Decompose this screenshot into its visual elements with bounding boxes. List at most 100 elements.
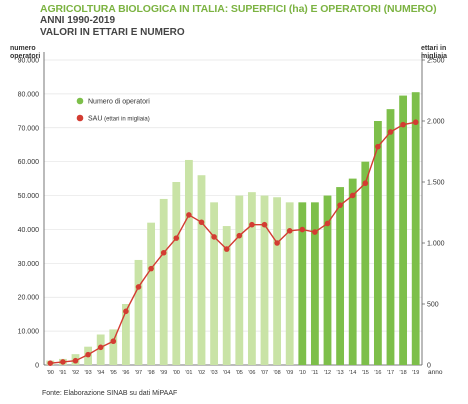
left-axis-title: operatori: [10, 53, 40, 60]
bar-operatori: [285, 202, 294, 365]
point-sau: [412, 119, 419, 126]
x-axis-tick-label: '97: [135, 370, 142, 376]
chart-subtitle-years: ANNI 1990-2019: [40, 15, 116, 26]
left-axis-tick-label: 30.000: [18, 261, 40, 268]
x-axis-tick-label: '90: [47, 370, 54, 376]
bar-operatori: [172, 182, 181, 365]
right-axis-tick-label: 0: [427, 363, 431, 370]
left-axis-tick-label: 90.000: [18, 58, 40, 65]
left-axis-tick-label: 50.000: [18, 193, 40, 200]
x-axis-tick-label: '07: [261, 370, 268, 376]
right-axis-title: ettari in: [421, 45, 446, 52]
bar-operatori: [260, 195, 269, 365]
x-axis-tick-label: '09: [286, 370, 293, 376]
legend-marker-sau: [76, 114, 84, 122]
x-axis-tick-label: '99: [160, 370, 167, 376]
bar-operatori: [134, 259, 143, 365]
point-sau: [148, 265, 154, 272]
point-sau: [173, 235, 180, 241]
x-axis-tick-label: '95: [110, 370, 117, 376]
x-axis-tick-label: '94: [97, 370, 104, 376]
x-axis-tick-label: '10: [299, 370, 306, 376]
source-note: Fonte: Elaborazione SINAB su dati MiPAAF: [42, 390, 178, 397]
point-sau: [198, 219, 205, 226]
x-axis-tick-label: '16: [374, 370, 381, 376]
bar-operatori: [399, 95, 408, 365]
legend-label-sau: SAU (ettari in migliaia): [88, 116, 150, 123]
right-axis-tick-label: 1.000: [427, 241, 445, 248]
x-axis-tick-label: '03: [211, 370, 218, 376]
bar-operatori: [184, 159, 193, 365]
point-sau: [337, 202, 343, 208]
right-axis-tick-label: 1.500: [427, 180, 445, 187]
bar-operatori: [310, 202, 319, 365]
bar-operatori: [323, 195, 332, 365]
bar-operatori: [159, 198, 168, 365]
x-axis-tick-label: '93: [85, 370, 92, 376]
bar-operatori: [336, 187, 345, 365]
point-sau: [211, 234, 217, 240]
bar-operatori: [247, 192, 256, 365]
bar-operatori: [147, 222, 156, 365]
x-axis-tick-label: '14: [349, 370, 356, 376]
bar-operatori: [361, 161, 370, 365]
point-sau: [110, 338, 117, 345]
bar-operatori: [222, 226, 231, 365]
point-sau: [387, 129, 394, 135]
x-axis-tick-label: '02: [198, 370, 205, 376]
left-axis-tick-label: 80.000: [18, 91, 40, 98]
x-axis-tick-label: '08: [274, 370, 281, 376]
point-sau: [299, 226, 306, 233]
point-sau: [349, 192, 356, 199]
point-sau: [60, 359, 66, 365]
x-axis-tick-label: '98: [148, 370, 155, 376]
chart-subtitle-units: VALORI IN ETTARI E NUMERO: [40, 27, 185, 38]
point-sau: [362, 180, 369, 187]
x-axis-tick-label: '00: [173, 370, 180, 376]
point-sau: [375, 143, 381, 150]
x-axis-tick-label: '15: [362, 370, 369, 376]
point-sau: [286, 228, 293, 234]
x-axis-tick-label: '12: [324, 370, 331, 376]
chart-title: AGRICOLTURA BIOLOGICA IN ITALIA: SUPERFI…: [40, 3, 437, 15]
left-axis-tick-label: 10.000: [18, 329, 40, 336]
point-sau: [236, 232, 243, 239]
right-axis-tick-label: 500: [427, 302, 439, 309]
x-axis-tick-label: '01: [185, 370, 192, 376]
x-axis-tick-label: '13: [337, 370, 344, 376]
x-axis-tick-label: '18: [400, 370, 407, 376]
bar-operatori: [348, 178, 357, 365]
bar-operatori: [121, 304, 130, 365]
x-axis-tick-label: '05: [236, 370, 243, 376]
bar-operatori: [109, 329, 118, 365]
legend-marker-operatori: [76, 97, 84, 105]
line-sau: [50, 121, 416, 364]
bar-operatori: [386, 109, 395, 365]
point-sau: [324, 220, 331, 227]
right-axis-tick-label: 2.000: [427, 119, 445, 126]
bar-operatori: [197, 175, 206, 365]
legend-label-sau-unit: (ettari in migliaia): [102, 117, 149, 123]
x-axis-tick-label: '11: [312, 370, 319, 376]
point-sau: [400, 121, 406, 128]
x-axis-tick-label: '04: [223, 370, 230, 376]
x-axis-tick-label: '92: [72, 370, 79, 376]
left-axis-title: numero: [10, 45, 36, 52]
bar-operatori: [210, 202, 219, 365]
x-axis-tick-label: '19: [412, 370, 419, 376]
right-axis-tick-label: 2.500: [427, 58, 445, 65]
left-axis-tick-label: 60.000: [18, 159, 40, 166]
point-sau: [223, 246, 230, 252]
bar-operatori: [273, 197, 282, 365]
x-axis-tick-label: '17: [387, 370, 394, 376]
point-sau: [312, 229, 318, 235]
bar-operatori: [298, 202, 307, 365]
point-sau: [47, 360, 54, 366]
left-axis-tick-label: 70.000: [18, 125, 40, 132]
point-sau: [123, 308, 129, 315]
point-sau: [160, 249, 167, 256]
point-sau: [135, 284, 142, 290]
bar-operatori: [235, 195, 244, 365]
point-sau: [261, 221, 268, 228]
